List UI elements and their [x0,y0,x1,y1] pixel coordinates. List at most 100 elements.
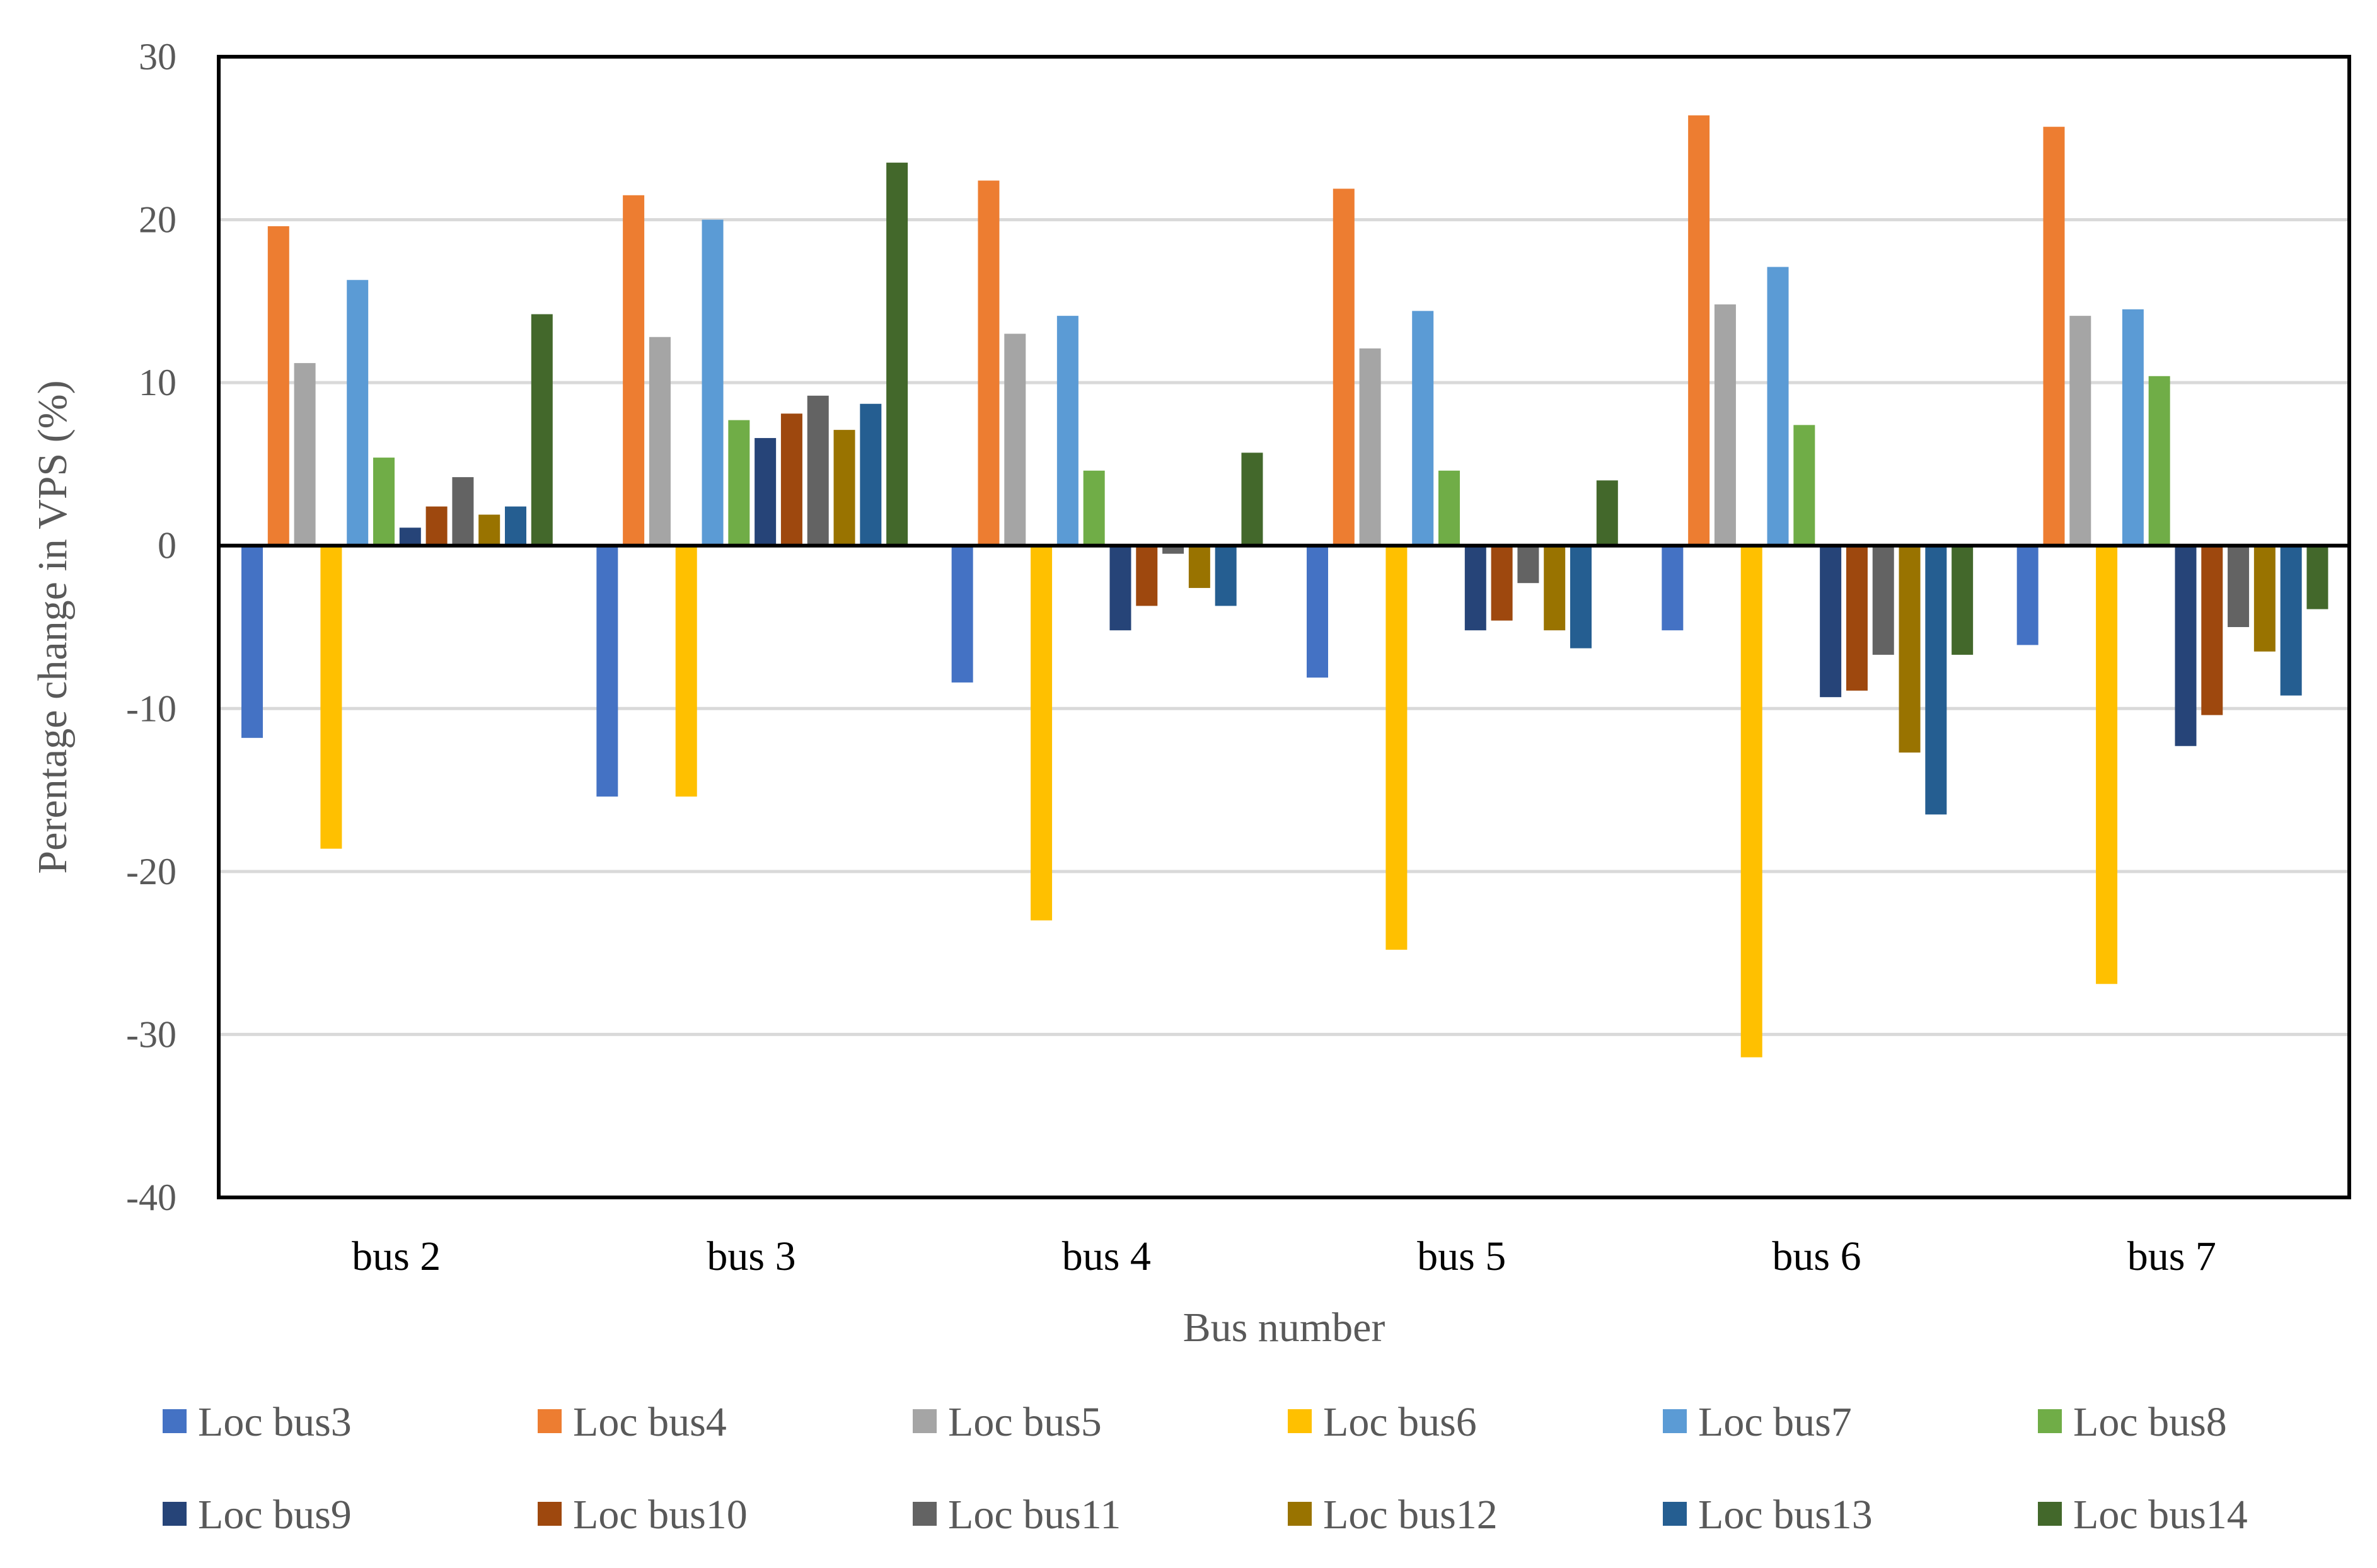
legend-label: Loc bus14 [2073,1492,2248,1538]
bar-loc-bus13-bus-2 [505,506,526,546]
bar-loc-bus12-bus-2 [478,514,500,546]
legend-label: Loc bus13 [1698,1492,1873,1538]
x-category-label: bus 4 [1062,1233,1151,1279]
bar-series [241,115,2328,1058]
bar-loc-bus14-bus-2 [531,314,553,546]
legend-swatch [1663,1409,1687,1433]
legend-swatch [1663,1502,1687,1526]
legend-item: Loc bus9 [163,1492,352,1538]
legend-swatch [163,1409,187,1433]
bar-loc-bus11-bus-5 [1517,545,1539,584]
bar-loc-bus10-bus-5 [1491,545,1513,621]
y-tick-label: 30 [139,36,176,78]
bar-loc-bus6-bus-3 [675,545,697,797]
legend-item: Loc bus4 [538,1399,727,1445]
bar-loc-bus14-bus-3 [886,163,908,546]
bar-loc-bus9-bus-2 [399,527,421,546]
bar-loc-bus6-bus-6 [1740,545,1762,1058]
legend: Loc bus3 Loc bus4 Loc bus5 Loc bus6 Loc bus7… [163,1399,2248,1538]
legend-label: Loc bus12 [1323,1492,1498,1538]
bar-loc-bus11-bus-4 [1162,545,1184,554]
legend-label: Loc bus7 [1698,1399,1852,1445]
bar-loc-bus4-bus-4 [978,180,1000,546]
bar-loc-bus6-bus-4 [1031,545,1053,921]
bar-loc-bus12-bus-5 [1544,545,1566,631]
legend-label: Loc bus11 [948,1492,1121,1538]
y-tick-label: -30 [126,1013,176,1055]
legend-item: Loc bus10 [538,1492,748,1538]
x-axis-title: Bus number [1183,1305,1385,1351]
bar-loc-bus5-bus-3 [649,337,671,546]
bar-loc-bus4-bus-2 [267,226,289,546]
legend-item: Loc bus3 [163,1399,352,1445]
legend-swatch [163,1502,187,1526]
bar-loc-bus14-bus-6 [1952,545,1974,655]
bar-loc-bus9-bus-6 [1820,545,1842,698]
bar-loc-bus13-bus-6 [1925,545,1947,815]
x-category-label: bus 5 [1417,1233,1506,1279]
bar-loc-bus9-bus-5 [1464,545,1486,631]
y-axis-tick-labels: 30 20 10 0 -10 -20 -30 -40 [126,36,176,1218]
bar-loc-bus13-bus-5 [1570,545,1592,649]
bar-loc-bus11-bus-2 [452,477,474,546]
legend-item: Loc bus7 [1663,1399,1852,1445]
bar-loc-bus10-bus-4 [1136,545,1158,606]
legend-swatch [538,1502,562,1526]
y-tick-label: -40 [126,1177,176,1218]
bar-loc-bus7-bus-2 [347,280,369,546]
y-axis-title: Perentage change in VPS (%) [30,380,76,873]
legend-label: Loc bus6 [1323,1399,1477,1445]
bar-loc-bus9-bus-3 [755,438,777,546]
legend-label: Loc bus4 [573,1399,727,1445]
legend-item: Loc bus11 [913,1492,1121,1538]
legend-swatch [538,1409,562,1433]
bar-loc-bus4-bus-7 [2043,127,2065,546]
plot-area-frame [217,55,2351,1199]
bar-loc-bus8-bus-4 [1083,470,1105,546]
bar-loc-bus5-bus-2 [294,363,316,546]
bar-loc-bus10-bus-7 [2201,545,2223,715]
legend-item: Loc bus12 [1288,1492,1498,1538]
bar-loc-bus7-bus-5 [1412,311,1434,546]
legend-item: Loc bus14 [2038,1492,2248,1538]
bar-loc-bus14-bus-5 [1596,480,1618,546]
bar-loc-bus13-bus-7 [2280,545,2302,696]
legend-label: Loc bus5 [948,1399,1102,1445]
bar-loc-bus9-bus-4 [1109,545,1131,631]
bar-loc-bus14-bus-7 [2306,545,2328,609]
bar-loc-bus4-bus-5 [1333,188,1355,546]
bar-loc-bus6-bus-7 [2096,545,2118,984]
bar-loc-bus11-bus-3 [807,395,829,546]
bar-loc-bus3-bus-5 [1307,545,1328,678]
bar-loc-bus11-bus-6 [1872,545,1894,655]
bar-loc-bus8-bus-2 [373,458,395,546]
bar-loc-bus14-bus-4 [1241,453,1263,546]
bar-loc-bus12-bus-3 [833,430,855,546]
bar-loc-bus4-bus-3 [623,195,645,546]
bar-loc-bus8-bus-3 [728,420,750,546]
legend-swatch [913,1409,937,1433]
bar-loc-bus5-bus-7 [2069,316,2091,546]
y-tick-label: 20 [139,199,176,241]
y-tick-label: 0 [158,525,176,567]
bar-loc-bus8-bus-6 [1793,425,1815,546]
bar-loc-bus3-bus-3 [596,545,618,797]
bar-loc-bus6-bus-2 [320,545,342,849]
bar-loc-bus8-bus-7 [2148,376,2170,546]
legend-label: Loc bus8 [2073,1399,2227,1445]
bar-loc-bus13-bus-4 [1215,545,1237,606]
legend-swatch [1288,1409,1312,1433]
legend-item: Loc bus6 [1288,1399,1477,1445]
legend-swatch [913,1502,937,1526]
legend-item: Loc bus5 [913,1399,1102,1445]
bar-loc-bus8-bus-5 [1438,470,1460,546]
legend-swatch [2038,1409,2062,1433]
x-axis-category-labels: bus 2 bus 3 bus 4 bus 5 bus 6 bus 7 [352,1233,2216,1279]
bar-loc-bus10-bus-2 [425,506,448,546]
bar-loc-bus11-bus-7 [2228,545,2250,627]
bar-loc-bus3-bus-6 [1662,545,1684,631]
bar-loc-bus5-bus-4 [1004,333,1026,546]
x-category-label: bus 2 [352,1233,441,1279]
bar-loc-bus10-bus-6 [1846,545,1868,691]
